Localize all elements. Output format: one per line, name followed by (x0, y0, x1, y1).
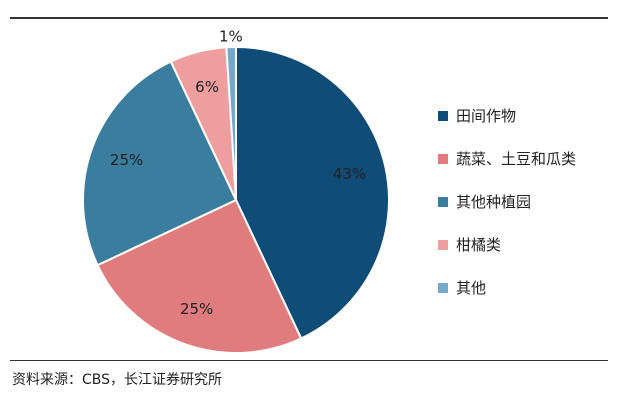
slice-value-label-2: 25% (110, 151, 143, 169)
slice-value-label-0: 43% (333, 165, 366, 183)
legend-item-3: 柑橘类 (438, 223, 576, 266)
legend-swatch-4 (438, 282, 448, 293)
legend-swatch-1 (438, 153, 448, 164)
slice-labels: 43% 25% 25% 6% 1% (110, 28, 366, 318)
pie-slice-2 (82, 60, 238, 267)
source-note: 资料来源：CBS，长江证券研究所 (12, 372, 223, 388)
pie-chart: 43% 25% 25% 6% 1% (82, 28, 390, 354)
pie-slice-0 (235, 45, 390, 340)
legend-swatch-2 (438, 196, 448, 207)
pie-slice-1 (96, 198, 303, 354)
legend-label-3: 柑橘类 (456, 236, 502, 254)
slice-value-label-4: 1% (219, 28, 243, 46)
legend-item-2: 其他种植园 (438, 180, 576, 223)
top-divider (10, 17, 608, 19)
legend-label-4: 其他 (456, 279, 487, 297)
legend-item-4: 其他 (438, 266, 576, 309)
bottom-divider (10, 360, 608, 361)
chart-legend: 田间作物蔬菜、土豆和瓜类 其他种植园柑橘类其他 (438, 94, 576, 309)
legend-swatch-0 (438, 110, 448, 121)
slice-value-label-1: 25% (180, 300, 213, 318)
legend-label-1: 蔬菜、土豆和瓜类 (456, 150, 577, 168)
legend-label-0: 田间作物 (456, 107, 517, 125)
legend-item-1: 蔬菜、土豆和瓜类 (438, 137, 576, 180)
legend-label-2: 其他种植园 (456, 193, 532, 211)
pie-slice-4 (225, 45, 237, 201)
legend-item-0: 田间作物 (438, 94, 576, 137)
slice-value-label-3: 6% (195, 78, 219, 96)
pie-slices (82, 45, 390, 354)
legend-swatch-3 (438, 239, 448, 250)
